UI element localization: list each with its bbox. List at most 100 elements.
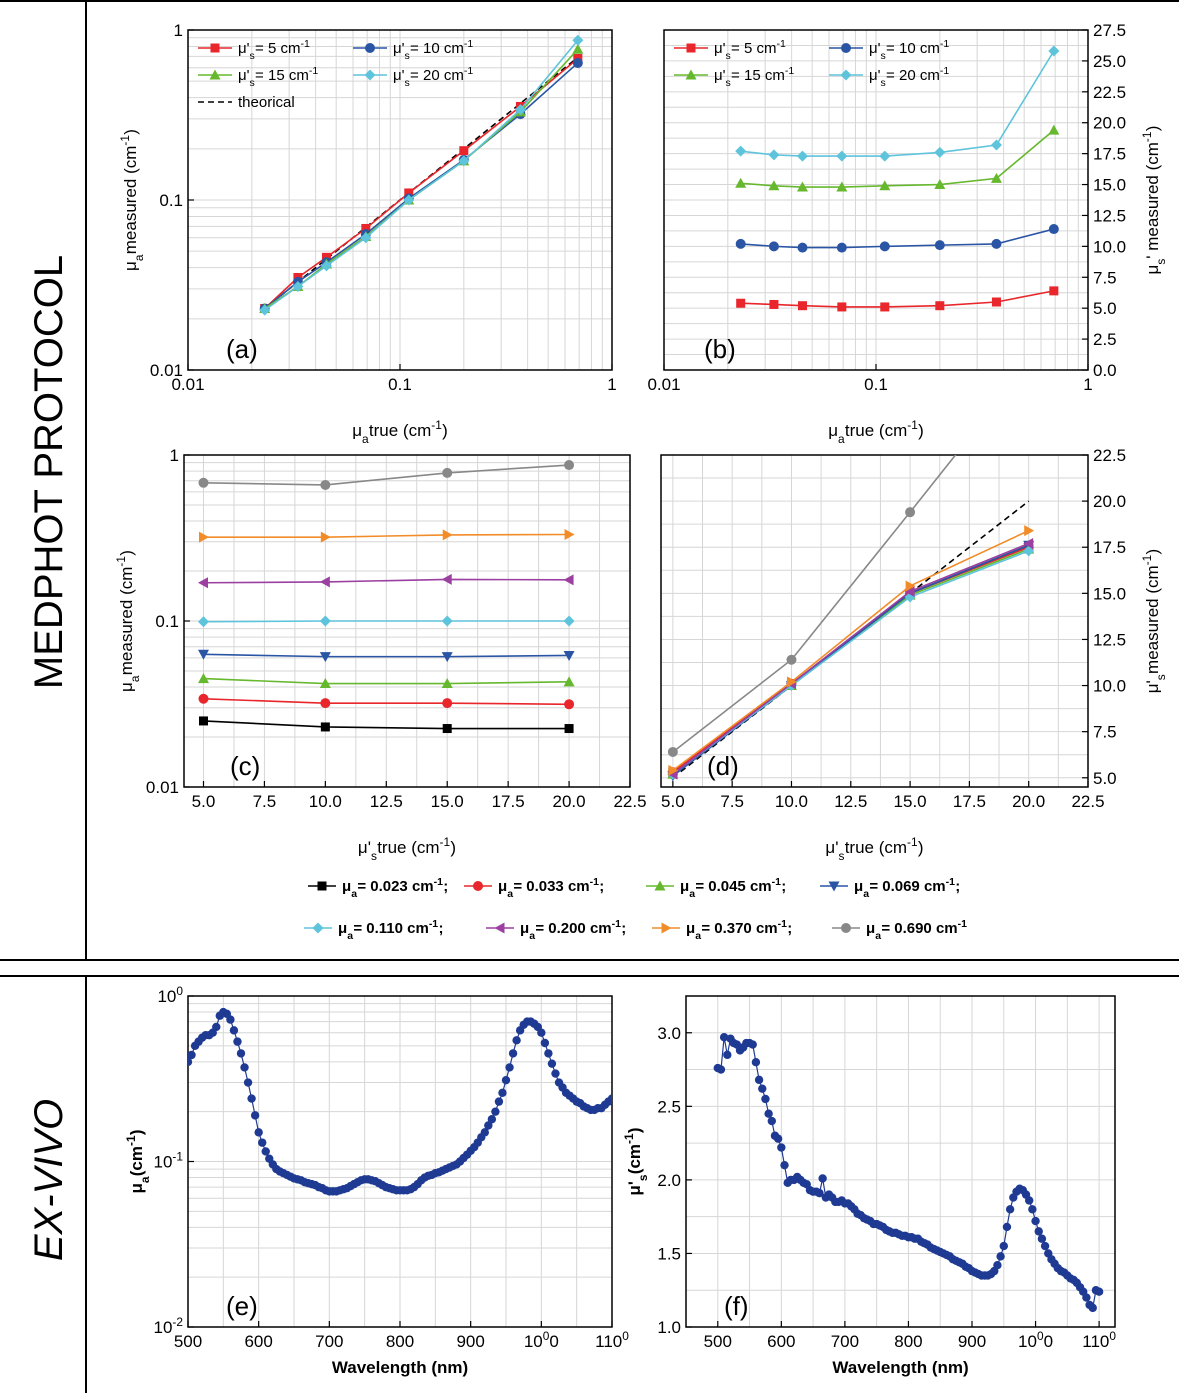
panel-tag: (a): [226, 334, 258, 364]
superscript: 0: [543, 1329, 550, 1343]
data-layer: [188, 1007, 612, 1196]
mu-symbol: μ: [352, 421, 362, 440]
data-point: [716, 1065, 726, 1074]
top-frame: [0, 0, 1179, 961]
data-point: [780, 1160, 789, 1170]
series-line: [740, 290, 1054, 308]
data-point: [797, 242, 808, 253]
y-tick-label: 1.0: [657, 1318, 681, 1337]
label-text: 15.0: [1093, 176, 1126, 195]
superscript: -1: [440, 835, 451, 849]
legend-separator: ;: [955, 878, 960, 895]
legend-label: μ's = 10 cm-1: [393, 38, 473, 62]
label-text: 5.0: [1093, 769, 1117, 788]
data-point: [491, 1107, 500, 1116]
data-layer: [667, 455, 1035, 782]
data-point: [403, 194, 415, 206]
label-text: ): [127, 1129, 146, 1135]
series-line: [203, 464, 570, 486]
data-point: [320, 698, 331, 709]
y-tick-label: 12.5: [1093, 206, 1126, 225]
label-text: 700: [315, 1332, 343, 1351]
x-tick-label: 1: [607, 375, 616, 394]
label-text: 1.0: [657, 1318, 681, 1337]
superscript: -1: [464, 38, 473, 50]
label-text: measured (: [1143, 588, 1162, 674]
x-tick-label: 10.0: [309, 792, 342, 811]
label-text: 22.5: [1093, 83, 1126, 102]
label-text: 12.5: [370, 792, 403, 811]
data-point: [197, 616, 209, 628]
data-point: [319, 576, 330, 588]
mu-symbol: μ: [680, 878, 689, 895]
data-point: [226, 1015, 235, 1024]
x-tick-label: 15.0: [894, 792, 927, 811]
mu-symbol: μ': [238, 40, 250, 57]
data-point: [797, 301, 807, 311]
data-point: [768, 149, 780, 161]
section-label-medphot: MEDPHOT PROTOCOL: [27, 255, 71, 689]
unit: cm: [412, 878, 434, 895]
label-text: 20.0: [1012, 792, 1045, 811]
superscript: -1: [309, 65, 318, 77]
label-text: ): [121, 129, 140, 135]
base: 10: [154, 1153, 173, 1172]
label-text: = 0.045: [695, 878, 750, 895]
label-text: 2.5: [1093, 330, 1117, 349]
label-text: 900: [958, 1332, 986, 1351]
unit: cm: [625, 1144, 644, 1169]
label-text: 0.1: [155, 612, 179, 631]
subscript-s: s: [371, 849, 377, 863]
x-axis-label: Wavelength (nm): [832, 1358, 968, 1377]
data-point: [547, 1059, 557, 1068]
label-text: = 20: [886, 67, 920, 84]
data-point: [551, 1069, 560, 1078]
unit: cm: [1143, 142, 1162, 165]
x-tick-label: 900: [456, 1332, 484, 1351]
label-text: true (: [845, 838, 885, 857]
mu-symbol: μ': [238, 67, 250, 84]
mu-symbol: μ': [393, 40, 405, 57]
data-point: [1048, 124, 1060, 135]
label-text: ): [1143, 549, 1162, 555]
label-text: true (: [377, 838, 417, 857]
label-text: 22.5: [1071, 792, 1104, 811]
label-text: 5.0: [661, 792, 685, 811]
subscript-a: a: [132, 254, 146, 261]
x-tick-label: 20.0: [553, 792, 586, 811]
y-axis-label: μ's (cm-1 ): [622, 1127, 650, 1195]
x-tick-label: 500: [174, 1332, 202, 1351]
data-point: [442, 724, 452, 734]
data-point: [563, 574, 574, 586]
subscript-a: a: [347, 930, 353, 942]
unit: cm: [117, 567, 136, 590]
label-text: (a): [226, 334, 258, 364]
x-tick-label: 500: [704, 1332, 732, 1351]
superscript: -1: [1140, 554, 1154, 565]
data-point: [723, 1050, 732, 1060]
x-axis-label: μa true (cm-1 ): [352, 418, 448, 446]
x-tick-label: 0.01: [647, 375, 680, 394]
label-text: ): [918, 421, 924, 440]
y-tick-label: 7.5: [1093, 268, 1117, 287]
legend-cd: μa = 0.023 cm-1 ; μa = 0.033 cm-1 ; μa = 0…: [304, 876, 967, 942]
data-point: [719, 1032, 729, 1042]
panel-tag: (d): [707, 751, 739, 781]
superscript: -1: [907, 835, 918, 849]
y-tick-label: 20.0: [1093, 114, 1126, 133]
data-point: [250, 1111, 260, 1120]
legend-label: μ's = 20 cm-1: [393, 65, 473, 89]
data-point: [990, 139, 1002, 151]
label-text: 1: [174, 21, 183, 40]
label-text: 2.0: [657, 1171, 681, 1190]
superscript: -1: [464, 65, 473, 77]
x-tick-label: 700: [831, 1332, 859, 1351]
superscript: 0: [622, 1329, 629, 1343]
subscript-a: a: [128, 675, 142, 682]
superscript: -1: [785, 65, 794, 77]
panel-tag: (e): [226, 1291, 258, 1321]
series-line: [264, 62, 579, 310]
data-point: [572, 43, 584, 54]
mu-symbol: μ: [854, 878, 863, 895]
label-text: 0: [549, 1332, 558, 1351]
